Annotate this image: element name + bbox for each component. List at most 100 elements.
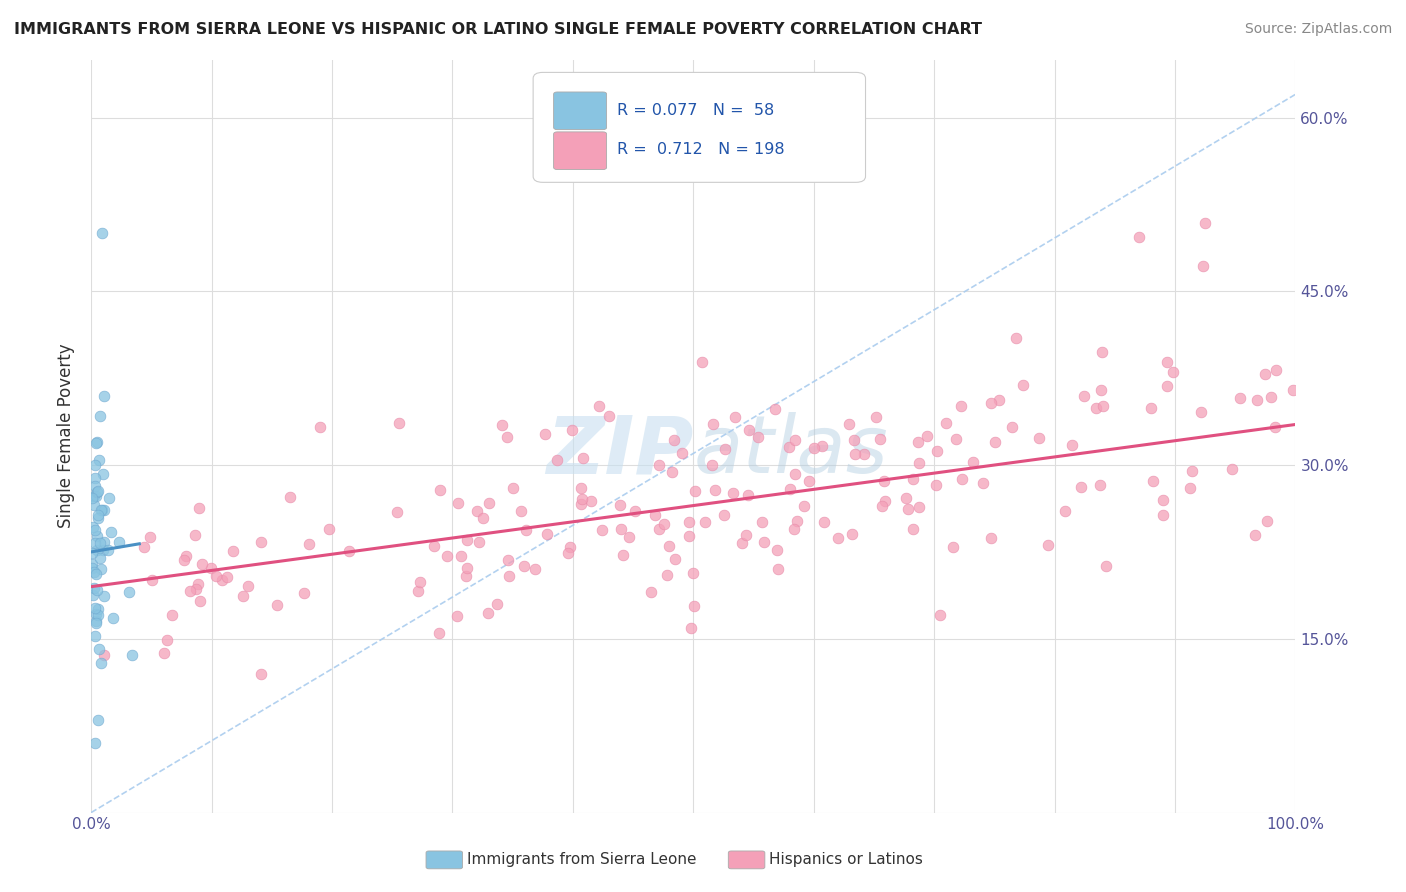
Point: [90, 656, 112, 670]
Point: [1229, 392, 1251, 406]
Point: [842, 433, 865, 447]
Point: [236, 578, 259, 592]
Point: [1152, 493, 1174, 508]
Point: [91, 543, 114, 558]
Point: [1256, 514, 1278, 528]
Point: [217, 569, 239, 583]
Point: [82, 557, 104, 571]
Point: [690, 355, 713, 369]
Point: [915, 428, 938, 442]
Point: [844, 447, 866, 461]
Point: [678, 529, 700, 543]
Point: [408, 575, 430, 590]
Point: [747, 430, 769, 444]
Point: [456, 533, 478, 548]
Point: [557, 546, 579, 560]
Point: [683, 599, 706, 613]
Text: atlas: atlas: [693, 412, 889, 490]
Point: [942, 540, 965, 554]
Point: [91, 503, 114, 517]
Point: [591, 523, 613, 537]
Point: [1265, 363, 1288, 377]
FancyBboxPatch shape: [554, 132, 606, 169]
Point: [588, 399, 610, 413]
Point: [678, 515, 700, 529]
Point: [571, 491, 593, 506]
Point: [598, 409, 620, 423]
Point: [813, 515, 835, 529]
Point: [1090, 384, 1112, 398]
Point: [869, 432, 891, 446]
Point: [1095, 559, 1118, 574]
Point: [84, 523, 107, 537]
Point: [318, 522, 340, 536]
Point: [721, 485, 744, 500]
Point: [524, 562, 547, 576]
Point: [86, 528, 108, 542]
Point: [1260, 390, 1282, 404]
Point: [139, 530, 162, 544]
Point: [558, 540, 581, 554]
Point: [84, 607, 107, 622]
Point: [446, 609, 468, 624]
Point: [515, 523, 537, 537]
Point: [222, 543, 245, 558]
Point: [751, 515, 773, 529]
Point: [811, 439, 834, 453]
Point: [491, 417, 513, 432]
Point: [98, 491, 121, 505]
Point: [1028, 431, 1050, 445]
Point: [337, 544, 360, 558]
Point: [903, 472, 925, 486]
Point: [1263, 419, 1285, 434]
Point: [232, 589, 254, 603]
Point: [429, 483, 451, 498]
Point: [86, 489, 108, 503]
Point: [90, 503, 112, 517]
Point: [872, 499, 894, 513]
Point: [496, 553, 519, 567]
FancyBboxPatch shape: [554, 92, 606, 129]
Point: [388, 416, 411, 430]
Point: [1254, 367, 1277, 381]
Point: [752, 535, 775, 549]
Point: [664, 552, 686, 566]
Point: [87, 642, 110, 657]
Point: [897, 502, 920, 516]
Point: [454, 569, 477, 583]
Point: [731, 536, 754, 550]
Point: [1088, 478, 1111, 492]
Point: [945, 432, 967, 446]
Point: [766, 542, 789, 557]
Point: [86, 485, 108, 500]
Point: [86, 511, 108, 525]
Point: [173, 553, 195, 567]
Point: [950, 472, 973, 486]
Point: [86, 434, 108, 449]
Point: [83, 581, 105, 595]
Point: [1243, 528, 1265, 542]
Point: [513, 559, 536, 574]
Point: [572, 451, 595, 466]
Point: [873, 475, 896, 489]
Text: Source: ZipAtlas.com: Source: ZipAtlas.com: [1244, 22, 1392, 37]
Point: [980, 395, 1002, 409]
Point: [478, 496, 501, 510]
Point: [84, 471, 107, 485]
Point: [89, 551, 111, 566]
Point: [972, 475, 994, 490]
Point: [737, 488, 759, 502]
Point: [1246, 392, 1268, 407]
Point: [652, 516, 675, 531]
Point: [309, 420, 332, 434]
FancyBboxPatch shape: [533, 72, 866, 182]
Point: [852, 447, 875, 461]
Point: [498, 568, 520, 582]
Point: [87, 453, 110, 467]
Point: [93, 503, 115, 517]
Point: [190, 594, 212, 608]
Point: [250, 535, 273, 549]
Point: [903, 522, 925, 536]
Point: [83, 499, 105, 513]
Point: [179, 583, 201, 598]
